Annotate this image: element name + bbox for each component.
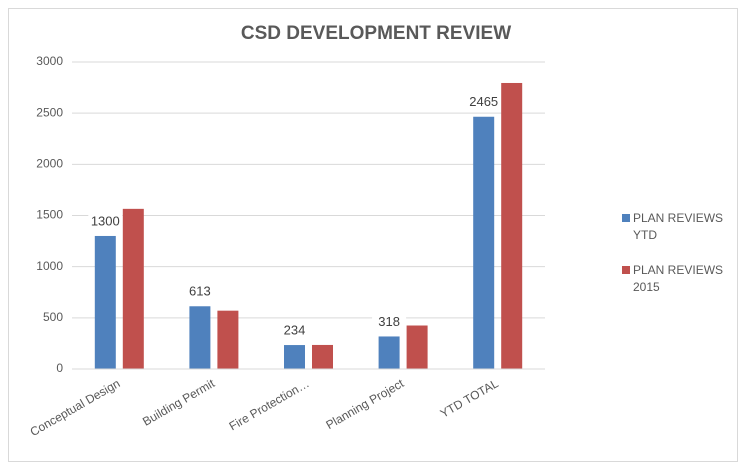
legend-entry: PLAN REVIEWS 2015 [622, 262, 742, 296]
data-label-bg [182, 284, 217, 301]
legend-label: PLAN REVIEWS 2015 [633, 263, 724, 294]
legend-swatch [622, 266, 630, 274]
bar [122, 208, 144, 369]
data-label-bg [88, 213, 123, 230]
data-label: 234 [284, 322, 306, 337]
data-label: 613 [189, 284, 211, 299]
data-label-bg [466, 94, 501, 111]
y-tick-label: 2000 [36, 157, 63, 171]
data-label: 2465 [469, 94, 498, 109]
bar [378, 336, 400, 369]
legend-label: PLAN REVIEWS YTD [633, 211, 724, 242]
bar [189, 306, 211, 369]
y-tick-label: 1000 [36, 259, 63, 273]
bar [406, 325, 428, 369]
bar [94, 235, 116, 369]
data-label-bg [372, 314, 407, 331]
data-label: 1300 [91, 213, 120, 228]
y-tick-label: 500 [43, 310, 63, 324]
data-label-bg [277, 323, 312, 340]
chart-title: CSD DEVELOPMENT REVIEW [241, 23, 511, 44]
y-tick-label: 0 [56, 361, 63, 375]
bar [284, 345, 305, 369]
y-tick-label: 3000 [36, 54, 63, 68]
bar [217, 310, 239, 369]
legend-entry: PLAN REVIEWS YTD [622, 210, 742, 244]
bar [501, 82, 523, 369]
data-label: 318 [378, 314, 400, 329]
y-tick-label: 1500 [36, 208, 63, 222]
bar [312, 344, 333, 369]
y-tick-label: 2500 [36, 105, 63, 119]
bar [473, 116, 495, 369]
legend-swatch [622, 214, 630, 222]
